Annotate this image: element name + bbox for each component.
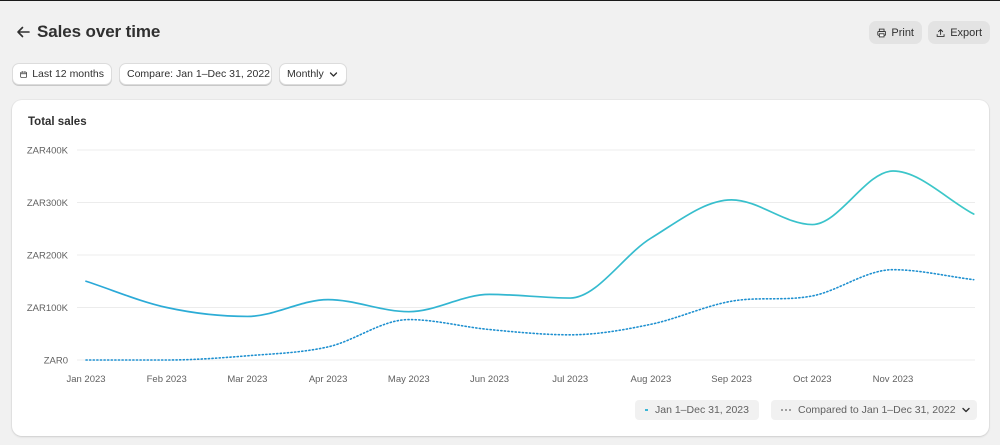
compare-button[interactable]: Compare: Jan 1–Dec 31, 2022 [119,63,272,85]
page-header: Sales over time Print Export [0,1,1000,63]
chevron-down-icon[interactable] [961,405,971,415]
date-range-label: Last 12 months [32,68,104,80]
legend-solid-swatch [645,409,648,411]
card-title: Total sales [28,116,87,128]
export-button[interactable]: Export [928,21,990,44]
x-tick-label: Apr 2023 [309,374,348,385]
sales-line-chart: ZAR0 ZAR100K ZAR200K ZAR300K ZAR400K Jan 2023… [27,146,975,385]
page-title: Sales over time [37,22,161,41]
compare-label: Compare: Jan 1–Dec 31, 2022 [127,68,271,80]
x-tick-label: Jun 2023 [470,374,509,385]
x-tick-label: Sep 2023 [711,374,752,385]
granularity-select[interactable]: Monthly [279,63,347,85]
series-line-primary [85,170,975,318]
upload-icon [936,28,945,37]
legend-dotted-swatch [781,409,791,411]
x-tick-label: Feb 2023 [147,374,187,385]
date-range-button[interactable]: Last 12 months [12,63,112,85]
arrow-left-icon [17,26,30,38]
y-tick-label: ZAR200K [27,251,69,262]
y-tick-label: ZAR0 [44,356,68,367]
y-tick-label: ZAR300K [27,198,69,209]
x-tick-label: Mar 2023 [227,374,267,385]
print-button-label: Print [891,26,914,39]
y-tick-label: ZAR400K [27,146,69,157]
y-tick-label: ZAR100K [27,303,69,314]
x-tick-label: Jan 2023 [66,374,105,385]
x-tick-label: Aug 2023 [631,374,672,385]
total-sales-card: Total sales ZAR0 ZAR100K ZAR200K ZAR300K ZAR… [12,100,989,436]
x-tick-label: Jul 2023 [552,374,588,385]
printer-icon [877,28,887,37]
calendar-icon [20,70,27,78]
legend-comparison-label: Compared to Jan 1–Dec 31, 2022 [798,404,956,416]
print-button[interactable]: Print [869,21,922,44]
x-tick-label: Nov 2023 [873,374,914,385]
x-tick-label: May 2023 [388,374,430,385]
legend-item-comparison[interactable]: Compared to Jan 1–Dec 31, 2022 [771,400,977,420]
legend-item-primary[interactable]: Jan 1–Dec 31, 2023 [635,400,759,420]
granularity-label: Monthly [287,68,324,80]
legend-primary-label: Jan 1–Dec 31, 2023 [655,404,749,416]
chevron-down-icon [329,71,337,77]
back-button[interactable] [12,21,34,43]
export-button-label: Export [950,26,982,39]
series-line-comparison [85,268,975,361]
x-tick-label: Oct 2023 [793,374,832,385]
